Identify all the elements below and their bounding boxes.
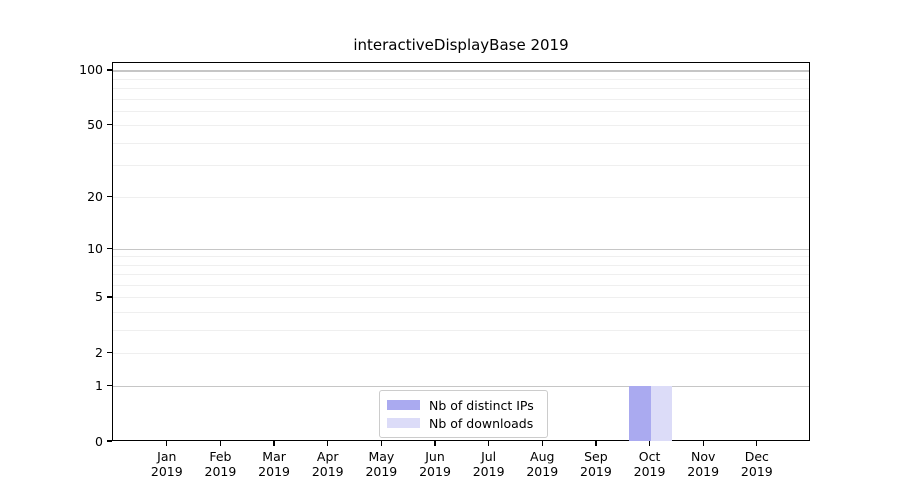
legend-swatch-distinct-ips: [387, 400, 420, 410]
x-tick-mark: [434, 441, 436, 446]
y-gridline-major: [113, 248, 809, 250]
x-tick-mark: [595, 441, 597, 446]
x-tick-label: Nov 2019: [663, 449, 743, 479]
x-tick-year: 2019: [258, 464, 290, 479]
x-tick-month: Dec: [744, 449, 769, 464]
y-tick-label: 10: [87, 240, 103, 256]
legend-label-downloads: Nb of downloads: [429, 415, 534, 431]
x-tick-mark: [273, 441, 275, 446]
x-tick-month: Oct: [638, 449, 661, 464]
legend-swatch-downloads: [387, 418, 420, 428]
x-tick-mark: [380, 441, 382, 446]
x-tick-mark: [541, 441, 543, 446]
y-gridline-minor: [113, 312, 809, 314]
y-gridline-minor: [113, 256, 809, 258]
y-gridline-minor: [113, 196, 809, 198]
y-gridline-major: [113, 385, 809, 387]
x-tick-label: Jul 2019: [449, 449, 529, 479]
y-tick-label: 5: [95, 289, 103, 305]
x-tick-year: 2019: [580, 464, 612, 479]
y-gridline-major: [113, 70, 809, 72]
y-tick-mark: [107, 440, 112, 442]
x-tick-month: Jul: [481, 449, 497, 464]
x-tick-month: Mar: [262, 449, 286, 464]
x-tick-year: 2019: [687, 464, 720, 479]
x-tick-label: Jun 2019: [395, 449, 475, 479]
x-tick-month: Feb: [209, 449, 232, 464]
x-tick-month: Nov: [690, 449, 716, 464]
y-gridline-minor: [113, 353, 809, 355]
x-tick-year: 2019: [150, 464, 183, 479]
y-gridline-minor: [113, 78, 809, 80]
chart-title: interactiveDisplayBase 2019: [353, 36, 569, 54]
y-gridline-minor: [113, 285, 809, 287]
y-gridline-minor: [113, 110, 809, 112]
x-tick-mark: [166, 441, 168, 446]
x-tick-label: Mar 2019: [234, 449, 314, 479]
x-tick-year: 2019: [311, 464, 344, 479]
y-gridline-minor: [113, 297, 809, 299]
x-tick-year: 2019: [526, 464, 559, 479]
y-tick-label: 1: [95, 377, 103, 393]
y-tick-mark: [107, 352, 112, 354]
y-tick-label: 50: [87, 117, 103, 133]
x-tick-mark: [219, 441, 222, 446]
x-tick-mark: [702, 441, 704, 446]
x-tick-mark: [488, 441, 490, 446]
plot-area: [112, 62, 810, 441]
x-tick-label: Sep 2019: [556, 449, 636, 479]
y-tick-label: 2: [95, 345, 103, 361]
legend: Nb of distinct IPs Nb of downloads: [379, 390, 548, 438]
y-tick-mark: [107, 247, 112, 249]
y-gridline-minor: [113, 125, 809, 127]
y-tick-mark: [107, 384, 112, 386]
y-gridline-minor: [113, 274, 809, 276]
y-gridline-minor: [113, 88, 809, 90]
x-tick-label: May 2019: [341, 449, 421, 479]
x-tick-month: Apr: [316, 449, 339, 464]
y-tick-mark: [107, 124, 112, 126]
x-tick-year: 2019: [419, 464, 451, 479]
y-tick-label: 0: [95, 433, 103, 449]
x-tick-month: May: [368, 449, 395, 464]
x-tick-year: 2019: [365, 464, 398, 479]
y-gridline-minor: [113, 330, 809, 332]
y-gridline-minor: [113, 98, 809, 100]
x-tick-year: 2019: [472, 464, 505, 479]
x-tick-month: Jan: [157, 449, 177, 464]
x-tick-label: Apr 2019: [288, 449, 368, 479]
y-gridline-minor: [113, 165, 809, 167]
y-tick-label: 20: [87, 188, 103, 204]
legend-item-downloads: Nb of downloads: [387, 414, 538, 432]
bar-distinct-ips: [629, 386, 651, 441]
x-tick-label: Oct 2019: [610, 449, 690, 479]
x-tick-month: Sep: [584, 449, 608, 464]
x-tick-year: 2019: [740, 464, 773, 479]
bar-downloads: [650, 386, 673, 441]
x-tick-label: Jan 2019: [127, 449, 207, 479]
y-tick-mark: [107, 296, 112, 298]
x-tick-label: Aug 2019: [502, 449, 582, 479]
x-tick-year: 2019: [204, 464, 237, 479]
x-tick-mark: [648, 441, 651, 446]
x-tick-mark: [756, 441, 758, 446]
x-tick-month: Jun: [425, 449, 445, 464]
x-tick-mark: [327, 441, 329, 446]
x-tick-label: Feb 2019: [180, 449, 260, 479]
legend-label-distinct-ips: Nb of distinct IPs: [429, 397, 534, 413]
y-gridline-minor: [113, 142, 809, 144]
x-tick-year: 2019: [633, 464, 666, 479]
legend-item-distinct-ips: Nb of distinct IPs: [387, 396, 538, 414]
x-tick-month: Aug: [530, 449, 555, 464]
y-tick-mark: [107, 195, 112, 197]
x-tick-label: Dec 2019: [717, 449, 797, 479]
y-tick-mark: [107, 69, 112, 71]
y-tick-label: 100: [79, 62, 103, 78]
y-gridline-minor: [113, 264, 809, 266]
